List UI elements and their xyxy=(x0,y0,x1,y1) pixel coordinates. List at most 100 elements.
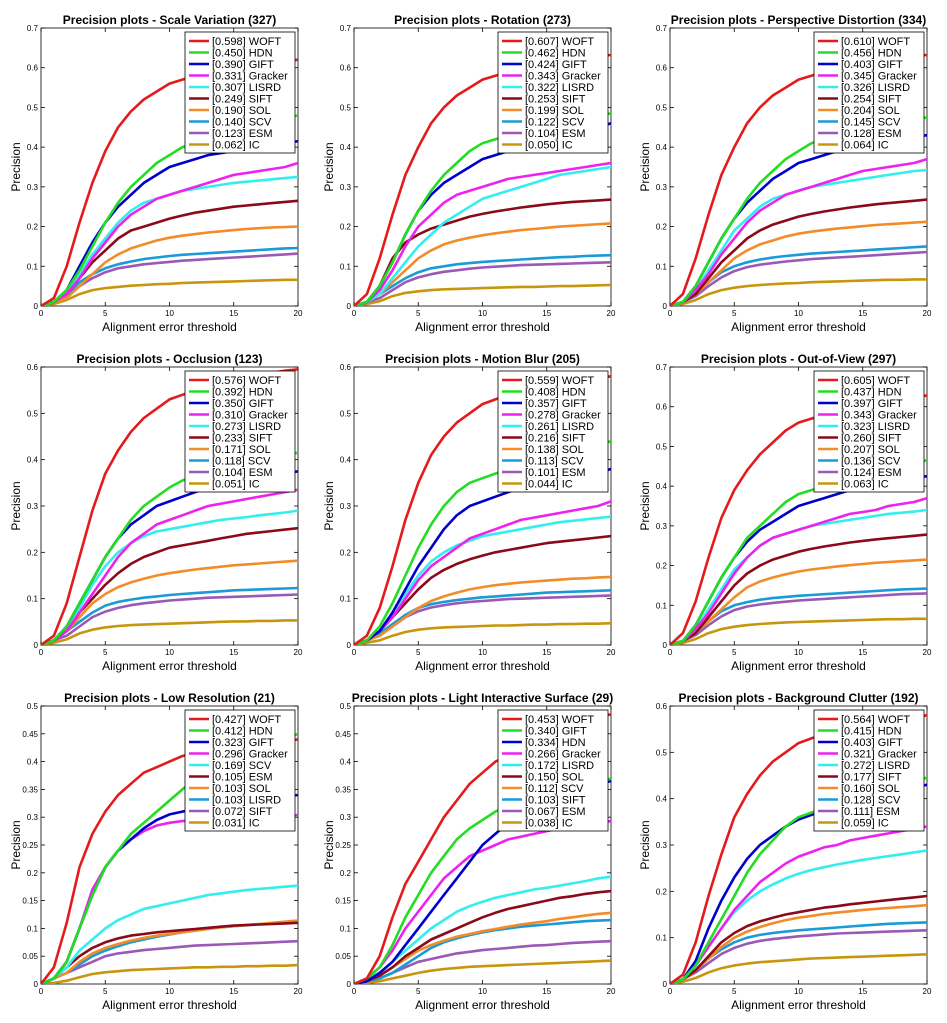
legend-label: [0.343] Gracker xyxy=(525,71,601,83)
legend-label: [0.323] GIFT xyxy=(212,737,274,749)
legend-label: [0.260] SIFT xyxy=(841,433,902,445)
precision-plot: Precision plots - Low Resolution (21) 0 0.… xyxy=(9,691,303,1012)
legend-label: [0.171] SOL xyxy=(212,444,271,456)
y-tick-label: 0.35 xyxy=(335,785,351,794)
x-tick-label: 10 xyxy=(794,648,803,657)
legend-label: [0.598] WOFT xyxy=(212,36,281,48)
x-tick-label: 5 xyxy=(103,309,108,318)
legend-label: [0.322] LISRD xyxy=(525,82,594,94)
legend-label: [0.062] IC xyxy=(212,140,260,152)
legend-label: [0.050] IC xyxy=(525,140,573,152)
legend-label: [0.051] IC xyxy=(212,479,260,491)
y-tick-label: 0.7 xyxy=(340,24,352,33)
y-tick-label: 0.25 xyxy=(335,841,351,850)
legend-label: [0.350] GIFT xyxy=(212,398,274,410)
y-tick-label: 0.4 xyxy=(27,456,39,465)
y-tick-label: 0.4 xyxy=(340,143,352,152)
y-tick-label: 0.1 xyxy=(27,262,39,271)
series-line xyxy=(354,165,611,306)
y-tick-label: 0.5 xyxy=(27,409,39,418)
x-tick-label: 5 xyxy=(416,309,421,318)
legend-label: [0.453] WOFT xyxy=(525,714,594,726)
y-tick-label: 0.45 xyxy=(22,730,38,739)
legend-label: [0.266] Gracker xyxy=(525,749,601,761)
y-tick-label: 0.2 xyxy=(27,223,39,232)
legend-label: [0.343] Gracker xyxy=(841,410,917,422)
x-tick-label: 10 xyxy=(165,987,174,996)
x-tick-label: 10 xyxy=(478,987,487,996)
precision-plot: Precision plots - Occlusion (123) 0 0.1 0.2… xyxy=(9,352,303,673)
legend-label: [0.253] SIFT xyxy=(525,94,586,106)
x-tick-label: 5 xyxy=(416,987,421,996)
y-axis-label: Precision xyxy=(638,481,652,530)
y-tick-label: 0.4 xyxy=(27,758,39,767)
x-tick-label: 0 xyxy=(352,648,357,657)
y-tick-label: 0.2 xyxy=(340,869,352,878)
y-tick-label: 0.5 xyxy=(27,103,39,112)
precision-plot: Precision plots - Out-of-View (297) 0 0.1 0… xyxy=(638,352,932,673)
y-tick-label: 0.3 xyxy=(340,502,352,511)
legend-label: [0.408] HDN xyxy=(525,387,586,399)
legend-label: [0.610] WOFT xyxy=(841,36,910,48)
legend-label: [0.559] WOFT xyxy=(525,375,594,387)
y-tick-label: 0 xyxy=(34,302,39,311)
series-line xyxy=(670,894,927,984)
x-tick-label: 20 xyxy=(294,987,303,996)
legend-label: [0.207] SOL xyxy=(841,444,900,456)
y-axis-label: Precision xyxy=(9,481,23,530)
series-line xyxy=(354,260,611,306)
legend-label: [0.392] HDN xyxy=(212,387,273,399)
series-line xyxy=(670,198,927,306)
y-tick-label: 0.2 xyxy=(656,223,668,232)
series-line xyxy=(41,559,298,645)
y-tick-label: 0.15 xyxy=(22,897,38,906)
y-tick-label: 0 xyxy=(347,641,352,650)
legend-label: [0.067] ESM xyxy=(525,806,586,818)
y-tick-label: 0.6 xyxy=(656,64,668,73)
y-tick-label: 0 xyxy=(347,980,352,989)
y-tick-label: 0.6 xyxy=(27,64,39,73)
series-line xyxy=(41,246,298,306)
legend-label: [0.169] SCV xyxy=(212,760,272,772)
y-axis-label: Precision xyxy=(322,820,336,869)
x-axis-label: Alignment error threshold xyxy=(415,998,550,1012)
legend-label: [0.124] ESM xyxy=(841,467,902,479)
legend-label: [0.204] SOL xyxy=(841,105,900,117)
y-tick-label: 0.15 xyxy=(335,897,351,906)
x-axis-label: Alignment error threshold xyxy=(731,659,866,673)
x-tick-label: 0 xyxy=(39,309,44,318)
legend-label: [0.044] IC xyxy=(525,479,573,491)
legend-label: [0.063] IC xyxy=(841,479,889,491)
y-tick-label: 0.4 xyxy=(656,482,668,491)
legend-label: [0.564] WOFT xyxy=(841,714,910,726)
chart-title: Precision plots - Occlusion (123) xyxy=(76,352,262,366)
series-line xyxy=(41,619,298,645)
x-tick-label: 15 xyxy=(229,987,238,996)
y-axis-label: Precision xyxy=(9,820,23,869)
legend-label: [0.112] SCV xyxy=(525,783,584,795)
x-tick-label: 0 xyxy=(668,309,673,318)
legend-label: [0.104] ESM xyxy=(212,467,273,479)
x-axis-label: Alignment error threshold xyxy=(731,998,866,1012)
legend-label: [0.310] Gracker xyxy=(212,410,288,422)
x-tick-label: 15 xyxy=(229,309,238,318)
x-axis-label: Alignment error threshold xyxy=(102,998,237,1012)
legend-label: [0.111] ESM xyxy=(841,806,900,818)
x-tick-label: 15 xyxy=(229,648,238,657)
series-line xyxy=(41,488,298,645)
y-tick-label: 0.1 xyxy=(27,924,39,933)
y-tick-label: 0.1 xyxy=(340,595,352,604)
legend-label: [0.031] IC xyxy=(212,818,260,830)
y-axis-label: Precision xyxy=(638,820,652,869)
legend-label: [0.607] WOFT xyxy=(525,36,594,48)
legend-label: [0.128] ESM xyxy=(841,128,902,140)
precision-plot: Precision plots - Perspective Distortion… xyxy=(638,13,932,334)
legend-label: [0.278] Gracker xyxy=(525,410,601,422)
series-line xyxy=(354,253,611,306)
legend-label: [0.177] SIFT xyxy=(841,772,902,784)
x-axis-label: Alignment error threshold xyxy=(102,320,237,334)
series-line xyxy=(41,963,298,984)
x-tick-label: 10 xyxy=(794,309,803,318)
y-tick-label: 0.35 xyxy=(22,785,38,794)
